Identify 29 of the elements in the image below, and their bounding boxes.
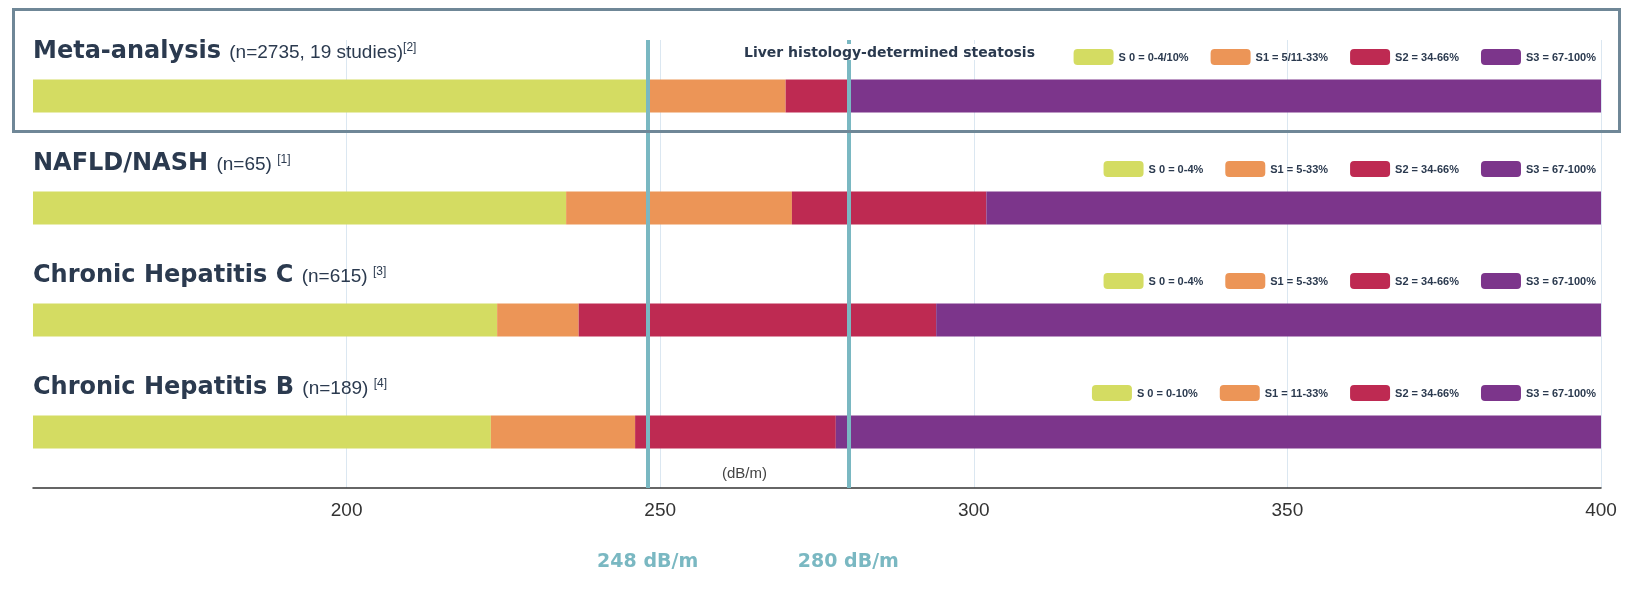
y-tick-label: Meta-analysis (n=2735, 19 studies)$^{[2]}$ xyxy=(33,36,417,64)
legend-label: S1 = 5/11-33% xyxy=(1255,51,1329,63)
legend-label: S 0 = 0-10% xyxy=(1136,387,1198,399)
legend-label: S2 = 34-66% xyxy=(1395,51,1460,63)
legend-label: S3 = 67-100% xyxy=(1525,51,1597,63)
y-tick-label: NAFLD/NASH (n=65) $^{[1]}$ xyxy=(33,148,291,176)
legend-label: S3 = 67-100% xyxy=(1525,387,1597,399)
legend-label: S 0 = 0-4/10% xyxy=(1118,51,1189,63)
ref-line-label: 248 dB/m xyxy=(597,548,699,571)
legend-label: S 0 = 0-4% xyxy=(1148,163,1204,175)
legend-label: S1 = 5-33% xyxy=(1270,163,1329,175)
legend-label: S3 = 67-100% xyxy=(1525,163,1597,175)
x-tick-label: 200 xyxy=(330,499,363,520)
legend-title: Liver histology-determined steatosis xyxy=(740,44,1039,60)
y-tick-label: Chronic Hepatitis C (n=615) $^{[3]}$ xyxy=(33,260,387,288)
legend-label: S1 = 11-33% xyxy=(1264,387,1329,399)
x-tick-label: 400 xyxy=(1585,499,1617,520)
legend-label: S2 = 34-66% xyxy=(1395,387,1460,399)
x-tick-label: 250 xyxy=(644,499,677,520)
x-tick-label: 300 xyxy=(957,499,990,520)
x-tick-label: 350 xyxy=(1271,499,1304,520)
legend-label: S1 = 5-33% xyxy=(1270,275,1329,287)
legend-label: S2 = 34-66% xyxy=(1395,163,1460,175)
x-axis-title: (dB/m) xyxy=(722,464,767,481)
legend-label: S2 = 34-66% xyxy=(1395,275,1460,287)
legend-label: S3 = 67-100% xyxy=(1525,275,1597,287)
ref-line-label: 280 dB/m xyxy=(797,548,899,571)
y-tick-label: Chronic Hepatitis B (n=189) $^{[4]}$ xyxy=(33,372,387,400)
legend-label: S 0 = 0-4% xyxy=(1148,275,1204,287)
